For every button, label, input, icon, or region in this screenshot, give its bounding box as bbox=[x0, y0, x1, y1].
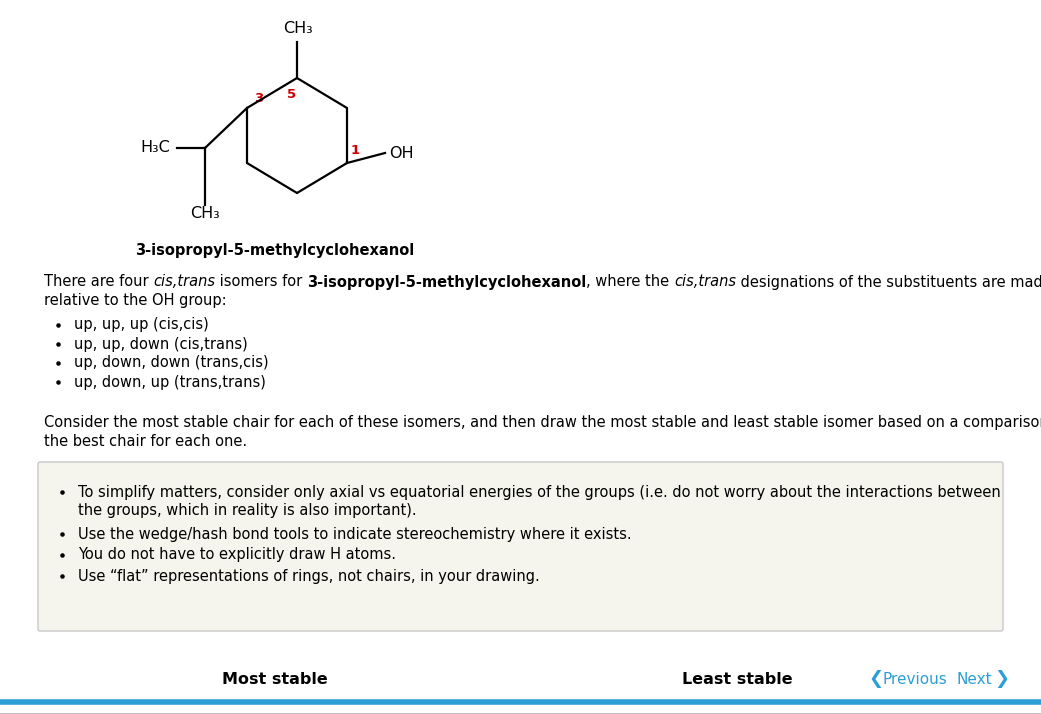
Text: CH₃: CH₃ bbox=[283, 21, 313, 36]
Text: 3: 3 bbox=[254, 91, 263, 104]
Text: Use “flat” representations of rings, not chairs, in your drawing.: Use “flat” representations of rings, not… bbox=[78, 568, 539, 583]
Text: You do not have to explicitly draw H atoms.: You do not have to explicitly draw H ato… bbox=[78, 548, 396, 563]
Text: up, down, down (trans,cis): up, down, down (trans,cis) bbox=[74, 356, 269, 371]
Text: designations of the substituents are made: designations of the substituents are mad… bbox=[736, 274, 1041, 289]
Text: 1: 1 bbox=[351, 144, 359, 158]
Text: Least stable: Least stable bbox=[682, 671, 792, 686]
Text: up, up, down (cis,trans): up, up, down (cis,trans) bbox=[74, 336, 248, 351]
Text: relative to the OH group:: relative to the OH group: bbox=[44, 293, 227, 308]
Text: , where the: , where the bbox=[586, 274, 675, 289]
Text: OH: OH bbox=[389, 146, 413, 161]
Text: ❮: ❮ bbox=[868, 670, 883, 688]
Text: Previous: Previous bbox=[882, 671, 946, 686]
Text: cis,trans: cis,trans bbox=[675, 274, 736, 289]
Text: 5: 5 bbox=[287, 88, 297, 101]
Text: up, down, up (trans,trans): up, down, up (trans,trans) bbox=[74, 375, 265, 390]
FancyBboxPatch shape bbox=[39, 462, 1002, 631]
Text: up, up, up (cis,cis): up, up, up (cis,cis) bbox=[74, 318, 209, 333]
Text: Next: Next bbox=[957, 671, 993, 686]
Text: Consider the most stable chair for each of these isomers, and then draw the most: Consider the most stable chair for each … bbox=[44, 416, 1041, 431]
Text: There are four: There are four bbox=[44, 274, 153, 289]
Text: 3-isopropyl-5-methylcyclohexanol: 3-isopropyl-5-methylcyclohexanol bbox=[135, 243, 414, 258]
Text: ❯: ❯ bbox=[994, 670, 1009, 688]
Text: Use the wedge/hash bond tools to indicate stereochemistry where it exists.: Use the wedge/hash bond tools to indicat… bbox=[78, 526, 632, 541]
Text: isomers for: isomers for bbox=[215, 274, 307, 289]
Text: CH₃: CH₃ bbox=[191, 206, 220, 221]
Text: cis,trans: cis,trans bbox=[153, 274, 215, 289]
Text: H₃C: H₃C bbox=[141, 141, 170, 156]
Text: Most stable: Most stable bbox=[222, 671, 328, 686]
Text: 3-isopropyl-5-methylcyclohexanol: 3-isopropyl-5-methylcyclohexanol bbox=[307, 274, 586, 289]
Text: To simplify matters, consider only axial vs equatorial energies of the groups (i: To simplify matters, consider only axial… bbox=[78, 485, 1000, 500]
Text: the best chair for each one.: the best chair for each one. bbox=[44, 435, 247, 450]
Text: the groups, which in reality is also important).: the groups, which in reality is also imp… bbox=[78, 503, 416, 518]
